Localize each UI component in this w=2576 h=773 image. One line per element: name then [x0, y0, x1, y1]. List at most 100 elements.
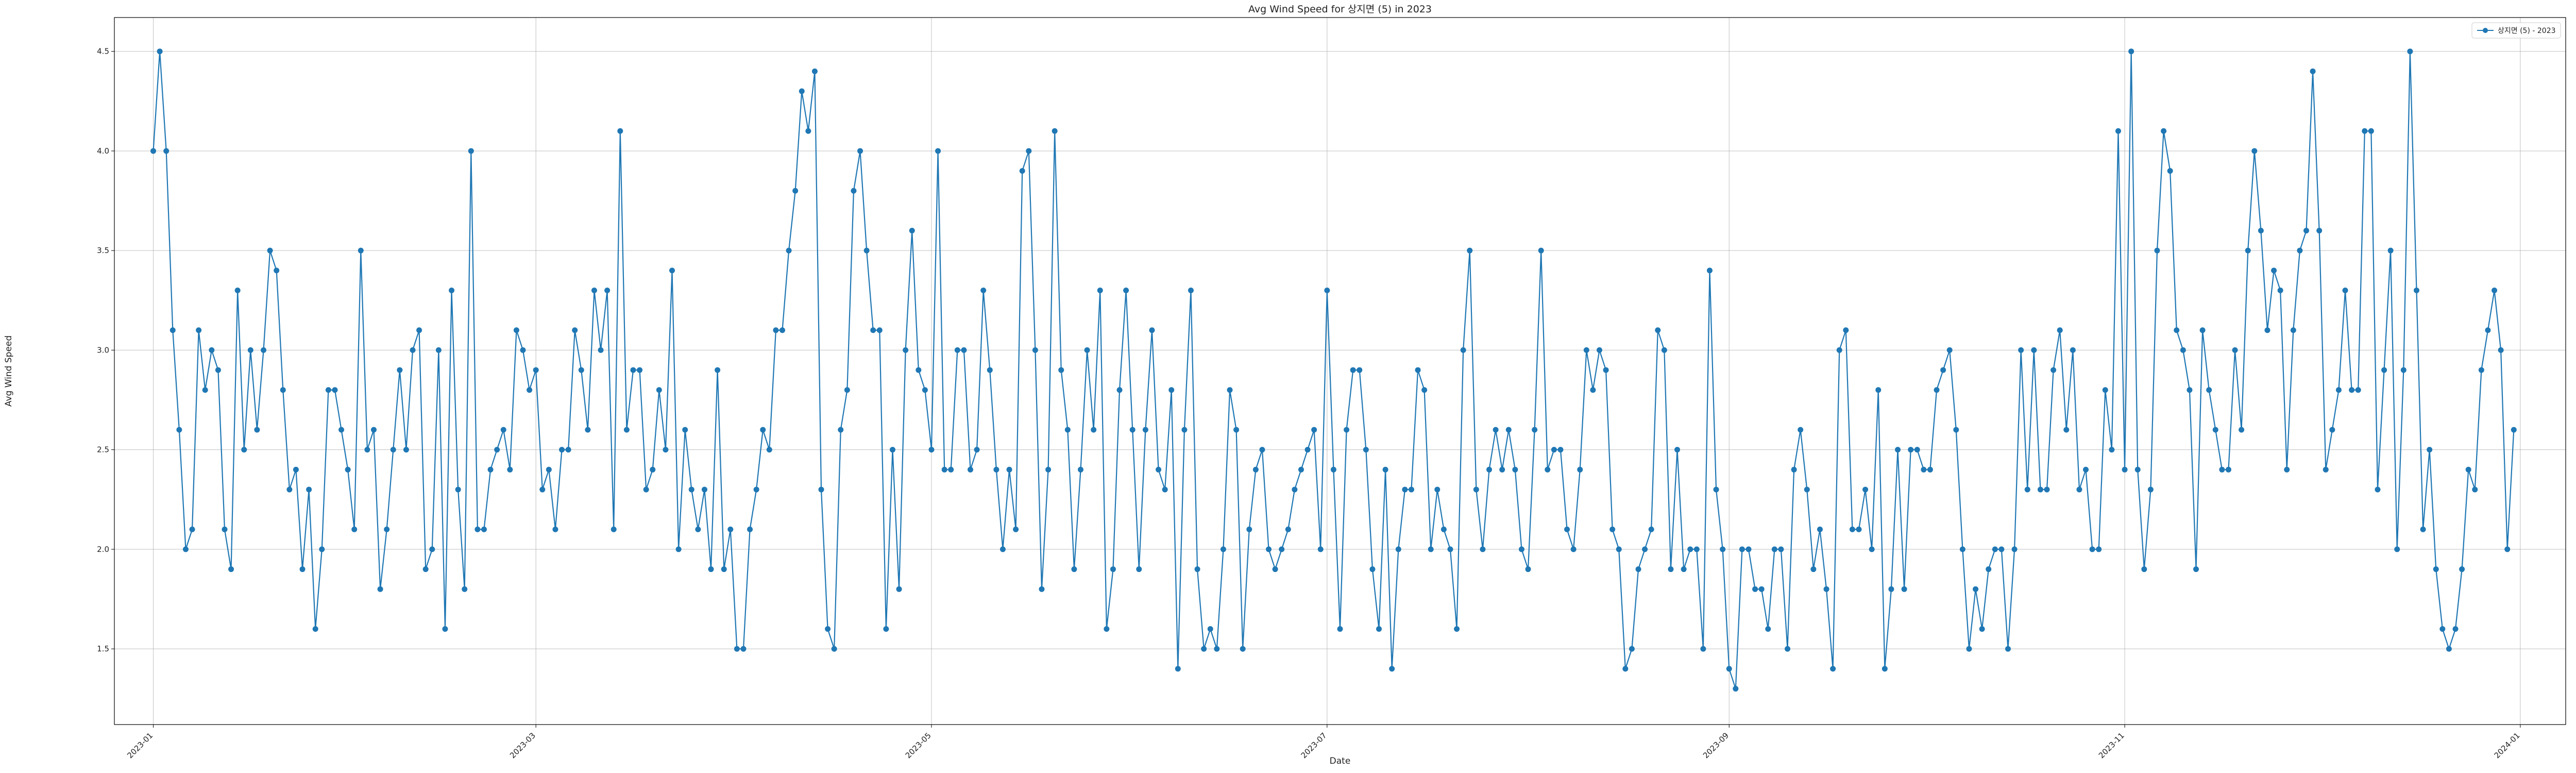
data-point	[1921, 466, 1927, 473]
data-point	[435, 347, 442, 353]
data-point	[1836, 347, 1842, 353]
data-point	[1188, 287, 1194, 293]
data-point	[2245, 247, 2251, 254]
data-point	[1304, 447, 1311, 453]
data-point	[1091, 427, 1097, 433]
data-point	[987, 367, 993, 373]
data-point	[1104, 626, 1110, 632]
data-point	[2219, 466, 2225, 473]
data-point	[2115, 128, 2121, 134]
data-point	[1856, 526, 1862, 532]
data-point	[1532, 427, 1538, 433]
data-point	[2083, 466, 2089, 473]
data-point	[261, 347, 267, 353]
data-point	[2446, 646, 2452, 652]
x-axis-label: Date	[1330, 756, 1351, 766]
data-point	[1642, 546, 1648, 552]
data-point	[1026, 148, 1032, 154]
data-point	[650, 466, 656, 473]
data-point	[1292, 486, 1298, 493]
data-point	[1726, 666, 1732, 672]
data-point	[1402, 486, 1408, 493]
y-tick-label: 3.0	[97, 345, 109, 355]
data-point	[2335, 387, 2342, 393]
legend: 상지면 (5) - 2023	[2471, 22, 2561, 39]
data-point	[2076, 486, 2082, 493]
data-point	[2044, 486, 2050, 493]
data-point	[2024, 486, 2030, 493]
data-point	[1233, 427, 1240, 433]
data-point	[1758, 586, 1765, 592]
data-point	[157, 48, 163, 55]
data-point	[189, 526, 195, 532]
data-point	[1564, 526, 1570, 532]
data-point	[228, 566, 234, 573]
data-point	[2342, 287, 2348, 293]
data-point	[721, 566, 727, 573]
data-point	[727, 526, 734, 532]
data-point	[883, 626, 889, 632]
data-point	[377, 586, 383, 592]
data-point	[2050, 367, 2057, 373]
data-point	[2478, 367, 2484, 373]
data-point	[1006, 466, 1012, 473]
legend-marker-swatch	[2483, 28, 2488, 33]
plot-area-background	[114, 18, 2566, 725]
data-point	[604, 287, 611, 293]
data-point	[734, 646, 740, 652]
data-point	[844, 387, 850, 393]
data-point	[2465, 466, 2471, 473]
data-point	[1175, 666, 1181, 672]
data-point	[1687, 546, 1693, 552]
data-point	[1376, 626, 1382, 632]
data-point	[1266, 546, 1272, 552]
y-axis-ticks: 1.5 2.0 2.5 3.0 3.5 4.0 4.5	[97, 47, 114, 653]
data-point	[209, 347, 215, 353]
data-point	[591, 287, 597, 293]
data-point	[462, 586, 468, 592]
data-point	[1934, 387, 1940, 393]
data-point	[1583, 347, 1589, 353]
data-point	[1116, 387, 1123, 393]
data-point	[1214, 646, 1220, 652]
data-point	[1959, 546, 1965, 552]
data-point	[1875, 387, 1882, 393]
data-point	[1013, 526, 1019, 532]
data-point	[831, 646, 837, 652]
data-point	[222, 526, 228, 532]
data-point	[2264, 327, 2270, 333]
data-point	[2070, 347, 2076, 353]
data-point	[384, 526, 390, 532]
data-point	[1551, 447, 1557, 453]
data-point	[319, 546, 325, 552]
data-point	[1752, 586, 1758, 592]
data-point	[1979, 626, 1985, 632]
data-point	[2271, 267, 2277, 274]
data-point	[961, 347, 967, 353]
data-point	[2096, 546, 2102, 552]
series-layer	[150, 48, 2517, 692]
data-point	[1706, 267, 1713, 274]
data-point	[163, 148, 170, 154]
data-point	[2329, 427, 2335, 433]
data-point	[1058, 367, 1064, 373]
data-point	[2375, 486, 2381, 493]
data-point	[585, 427, 591, 433]
data-point	[1674, 447, 1681, 453]
data-point	[1395, 546, 1401, 552]
data-point	[513, 327, 519, 333]
data-point	[747, 526, 753, 532]
data-point	[1408, 486, 1414, 493]
data-point	[182, 546, 189, 552]
data-point	[1207, 626, 1213, 632]
data-point	[312, 626, 318, 632]
data-point	[2031, 347, 2037, 353]
data-point	[2277, 287, 2283, 293]
data-point	[2387, 247, 2394, 254]
data-point	[325, 387, 331, 393]
data-point	[1518, 546, 1524, 552]
y-tick-label: 2.5	[97, 445, 109, 455]
data-point	[838, 427, 844, 433]
data-point	[935, 148, 941, 154]
data-point	[1616, 546, 1622, 552]
